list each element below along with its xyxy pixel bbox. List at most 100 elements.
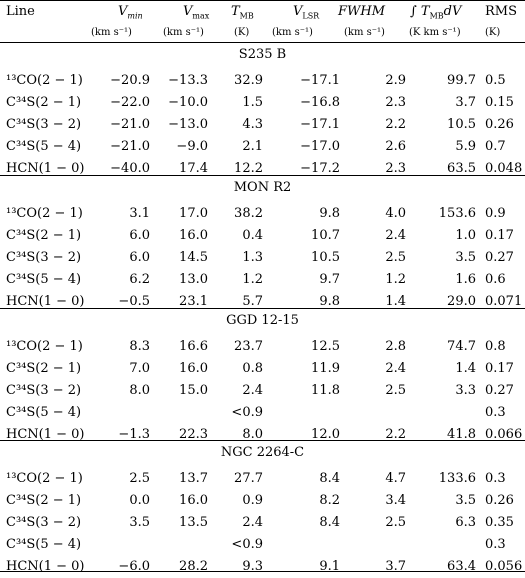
cell-line: ¹³CO(2 − 1): [6, 73, 83, 88]
table-row: C³⁴S(5 − 4) −21.0 −9.0 2.1 −17.0 2.6 5.9 0.7: [0, 136, 525, 158]
cell-integral: 133.6: [438, 471, 476, 486]
cell-fwhm: 2.2: [385, 117, 406, 132]
section-title: MON R2: [233, 180, 292, 195]
cell-vmax: 13.0: [179, 272, 208, 287]
cell-vlsr: 12.5: [311, 339, 340, 354]
cell-vlsr: −16.8: [300, 95, 340, 110]
table-row: C³⁴S(3 − 2) 3.5 13.5 2.4 8.4 2.5 6.3 0.35: [0, 512, 525, 534]
table-row: ¹³CO(2 − 1) 3.1 17.0 38.2 9.8 4.0 153.6 0.9: [0, 203, 525, 225]
cell-line: HCN(1 − 0): [6, 161, 85, 176]
cell-fwhm: 3.7: [385, 559, 406, 574]
units-integral: (K km s⁻¹): [409, 27, 461, 38]
cell-rms: 0.26: [485, 493, 514, 508]
cell-fwhm: 2.3: [385, 161, 406, 176]
cell-fwhm: 2.6: [385, 139, 406, 154]
cell-vmin: −0.5: [118, 294, 150, 309]
rule-top: [0, 0, 525, 1]
cell-vlsr: 10.5: [311, 250, 340, 265]
cell-integral: 74.7: [447, 339, 476, 354]
cell-tmb: 23.7: [234, 339, 263, 354]
cell-vlsr: 8.4: [319, 515, 340, 530]
cell-tmb: 8.0: [242, 427, 263, 442]
cell-integral: 3.7: [455, 95, 476, 110]
cell-line: C³⁴S(5 − 4): [6, 537, 82, 552]
header-vmin: Vmin: [118, 4, 143, 21]
cell-vmin: −20.9: [110, 73, 150, 88]
cell-integral: 63.4: [447, 559, 476, 574]
cell-rms: 0.3: [485, 537, 506, 552]
table-row: C³⁴S(2 − 1) 7.0 16.0 0.8 11.9 2.4 1.4 0.17: [0, 358, 525, 380]
cell-vmax: 16.0: [179, 361, 208, 376]
table-row: C³⁴S(5 − 4) <0.9 0.3: [0, 402, 525, 424]
cell-vmin: −6.0: [118, 559, 150, 574]
rule-header: [0, 42, 525, 43]
cell-rms: 0.3: [485, 471, 506, 486]
cell-vmin: 3.1: [129, 206, 150, 221]
cell-tmb: <0.9: [231, 405, 263, 420]
cell-rms: 0.27: [485, 250, 514, 265]
table-row: HCN(1 − 0) −0.5 23.1 5.7 9.8 1.4 29.0 0.071: [0, 291, 525, 313]
cell-vmin: 6.0: [129, 250, 150, 265]
cell-integral: 99.7: [447, 73, 476, 88]
table-row: ¹³CO(2 − 1) 8.3 16.6 23.7 12.5 2.8 74.7 0.8: [0, 336, 525, 358]
cell-line: C³⁴S(5 − 4): [6, 405, 82, 420]
cell-vmax: −9.0: [176, 139, 208, 154]
cell-vmin: 2.5: [129, 471, 150, 486]
table-row: ¹³CO(2 − 1) −20.9 −13.3 32.9 −17.1 2.9 99.7 0.5: [0, 70, 525, 92]
header-fwhm: FWHM: [338, 4, 386, 19]
cell-vmax: −13.0: [168, 117, 208, 132]
cell-line: HCN(1 − 0): [6, 427, 85, 442]
cell-vmax: 15.0: [179, 383, 208, 398]
cell-fwhm: 2.2: [385, 427, 406, 442]
cell-vmax: 23.1: [179, 294, 208, 309]
units-vlsr: (km s⁻¹): [272, 27, 313, 38]
cell-integral: 41.8: [447, 427, 476, 442]
cell-tmb: 2.1: [242, 139, 263, 154]
cell-line: C³⁴S(5 − 4): [6, 139, 82, 154]
cell-integral: 1.6: [455, 272, 476, 287]
cell-fwhm: 2.9: [385, 73, 406, 88]
cell-tmb: <0.9: [231, 537, 263, 552]
cell-vmax: 22.3: [179, 427, 208, 442]
header-tmb: TMB: [231, 4, 254, 21]
header-integral: ∫ TMBdV: [410, 4, 462, 21]
cell-fwhm: 2.4: [385, 361, 406, 376]
cell-tmb: 5.7: [242, 294, 263, 309]
cell-vlsr: 11.8: [311, 383, 340, 398]
cell-line: C³⁴S(3 − 2): [6, 515, 82, 530]
header-line: Line: [6, 4, 35, 19]
units-vmin: (km s⁻¹): [91, 27, 132, 38]
cell-fwhm: 1.4: [385, 294, 406, 309]
header-rms: RMS: [485, 4, 518, 19]
cell-fwhm: 1.2: [385, 272, 406, 287]
cell-tmb: 32.9: [234, 73, 263, 88]
cell-vlsr: −17.2: [300, 161, 340, 176]
cell-tmb: 1.3: [242, 250, 263, 265]
cell-line: HCN(1 − 0): [6, 294, 85, 309]
section-rule: [0, 440, 525, 441]
cell-vmin: −1.3: [118, 427, 150, 442]
cell-tmb: 0.8: [242, 361, 263, 376]
cell-rms: 0.5: [485, 73, 506, 88]
cell-vmin: 6.2: [129, 272, 150, 287]
cell-line: HCN(1 − 0): [6, 559, 85, 574]
cell-rms: 0.17: [485, 361, 514, 376]
section-title: GGD 12-15: [226, 313, 299, 328]
units-fwhm: (km s⁻¹): [344, 27, 385, 38]
cell-rms: 0.048: [485, 161, 523, 176]
cell-vmin: 0.0: [129, 493, 150, 508]
cell-integral: 1.0: [455, 228, 476, 243]
cell-vmin: −22.0: [110, 95, 150, 110]
cell-vmax: 28.2: [179, 559, 208, 574]
cell-tmb: 1.2: [242, 272, 263, 287]
cell-vmax: 17.4: [179, 161, 208, 176]
cell-line: C³⁴S(2 − 1): [6, 228, 82, 243]
cell-fwhm: 2.8: [385, 339, 406, 354]
cell-tmb: 0.9: [242, 493, 263, 508]
cell-tmb: 2.4: [242, 383, 263, 398]
units-vmax: (km s⁻¹): [163, 27, 204, 38]
cell-rms: 0.3: [485, 405, 506, 420]
cell-integral: 63.5: [447, 161, 476, 176]
cell-line: C³⁴S(2 − 1): [6, 493, 82, 508]
table-row: C³⁴S(5 − 4) 6.2 13.0 1.2 9.7 1.2 1.6 0.6: [0, 269, 525, 291]
